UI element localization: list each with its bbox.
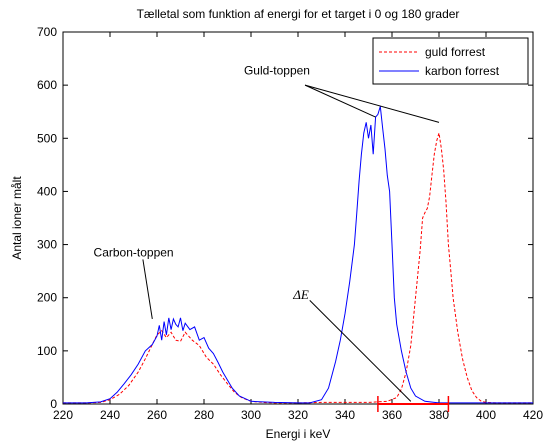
annotation-carbon-toppen: Carbon-toppen [94, 245, 174, 259]
x-tick-label-6: 340 [335, 408, 355, 422]
annotation-delta-e: ΔE [292, 287, 309, 302]
y-tick-label-1: 100 [37, 344, 57, 358]
y-axis-label: Antal ioner målt [10, 176, 24, 260]
series-layer [63, 106, 533, 404]
annotation-delta-e-pointer [309, 300, 412, 402]
x-tick-label-9: 400 [476, 408, 496, 422]
x-tick-label-1: 240 [100, 408, 120, 422]
y-tick-label-3: 300 [37, 238, 57, 252]
legend-entry-karbon-forrest: karbon forrest [425, 64, 500, 78]
x-tick-label-8: 380 [429, 408, 449, 422]
annotation-guld-pointer-1 [304, 84, 376, 118]
y-tick-label-7: 700 [37, 25, 57, 39]
axis-ticks: 220 240 260 280 300 320 340 360 380 400 420 0 100 200… [37, 25, 543, 422]
x-axis-label: Energi i keV [266, 427, 331, 441]
legend: guld forrest karbon forrest [372, 37, 529, 85]
annotation-guld-pointer-2 [304, 84, 440, 123]
legend-box [372, 37, 529, 85]
y-tick-label-5: 500 [37, 131, 57, 145]
x-tick-label-10: 420 [523, 408, 543, 422]
y-tick-label-6: 600 [37, 78, 57, 92]
x-tick-label-2: 260 [147, 408, 167, 422]
chart-title: Tælletal som funktion af energi for et t… [137, 7, 460, 21]
y-tick-label-4: 400 [37, 184, 57, 198]
x-tick-label-0: 220 [53, 408, 73, 422]
legend-entry-guld-forrest: guld forrest [425, 45, 486, 59]
x-tick-label-7: 360 [382, 408, 402, 422]
y-tick-label-0: 0 [50, 397, 57, 411]
x-tick-label-5: 320 [288, 408, 308, 422]
x-tick-label-3: 280 [194, 408, 214, 422]
annotations: Guld-toppen Carbon-toppen ΔE [94, 64, 450, 412]
y-tick-label-2: 200 [37, 291, 57, 305]
x-tick-label-4: 300 [241, 408, 261, 422]
annotation-carbon-pointer [142, 259, 153, 320]
series-line-1 [63, 106, 533, 404]
plot-area [62, 31, 534, 405]
annotation-guld-toppen: Guld-toppen [244, 64, 310, 78]
